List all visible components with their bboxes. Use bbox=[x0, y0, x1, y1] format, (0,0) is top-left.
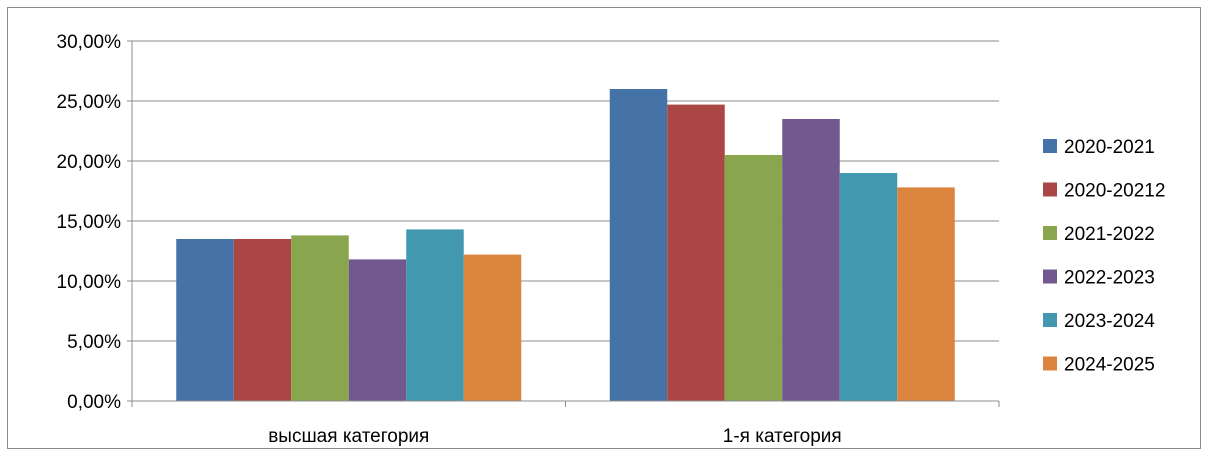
legend-swatch bbox=[1043, 226, 1057, 240]
y-tick-label: 15,00% bbox=[57, 212, 122, 233]
legend-label: 2021-2022 bbox=[1064, 224, 1155, 245]
legend-swatch bbox=[1043, 356, 1057, 371]
bar bbox=[782, 119, 840, 401]
legend-label: 2024-2025 bbox=[1064, 355, 1155, 376]
x-category-label: 1-я категория bbox=[723, 426, 842, 447]
legend-label: 2020-20212 bbox=[1064, 181, 1165, 202]
bar bbox=[176, 239, 234, 401]
y-tick-label: 0,00% bbox=[67, 392, 121, 413]
y-tick-label: 25,00% bbox=[57, 92, 122, 113]
legend-swatch bbox=[1043, 139, 1057, 153]
legend-label: 2022-2023 bbox=[1064, 268, 1155, 289]
bars bbox=[176, 89, 955, 401]
axes bbox=[127, 40, 1000, 407]
legend-swatch bbox=[1043, 313, 1057, 327]
bar bbox=[724, 155, 783, 401]
bar bbox=[291, 235, 349, 401]
bar bbox=[897, 187, 955, 401]
legend: 2020-2021 2020-20212 2021-2022 2022-2023 202… bbox=[1043, 137, 1165, 376]
legend-swatch bbox=[1043, 269, 1057, 284]
bar bbox=[609, 89, 668, 401]
y-axis-tick-labels: 0,00% 5,00% 10,00% 15,00% 20,00% 25,00% 30,00% bbox=[57, 32, 122, 413]
legend-swatch bbox=[1043, 182, 1057, 197]
y-tick-label: 5,00% bbox=[67, 332, 121, 353]
x-category-label: высшая категория bbox=[268, 426, 429, 447]
bar bbox=[667, 104, 725, 401]
legend-label: 2020-2021 bbox=[1064, 137, 1155, 158]
y-tick-label: 20,00% bbox=[57, 152, 122, 173]
x-axis-category-labels: высшая категория 1-я категория bbox=[268, 426, 842, 447]
bar bbox=[463, 254, 522, 401]
chart-frame: 0,00% 5,00% 10,00% 15,00% 20,00% 25,00% 30,00%… bbox=[7, 7, 1201, 449]
bar bbox=[348, 259, 407, 401]
legend-label: 2023-2024 bbox=[1064, 311, 1155, 332]
bar bbox=[233, 239, 292, 401]
bar bbox=[839, 173, 898, 401]
y-tick-label: 30,00% bbox=[57, 32, 122, 53]
y-tick-label: 10,00% bbox=[57, 272, 122, 293]
bar-chart: 0,00% 5,00% 10,00% 15,00% 20,00% 25,00% 30,00%… bbox=[57, 32, 1166, 447]
bar bbox=[406, 229, 464, 401]
